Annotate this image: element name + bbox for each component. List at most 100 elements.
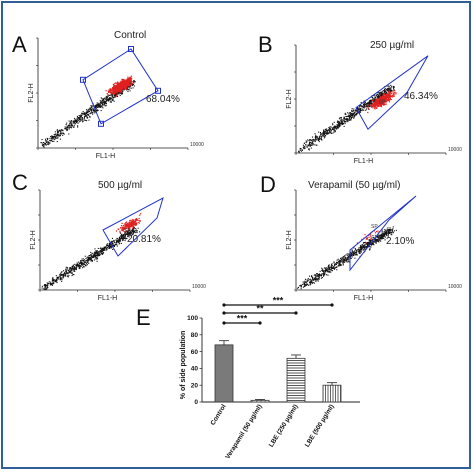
event-dot <box>118 238 120 240</box>
event-dot <box>101 100 103 102</box>
event-dot <box>77 264 79 266</box>
event-dot <box>81 260 83 262</box>
event-dot <box>44 284 46 286</box>
event-dot <box>389 88 391 90</box>
event-dot <box>71 269 73 271</box>
event-dot <box>127 233 129 235</box>
event-dot <box>89 116 91 118</box>
event-dot <box>344 117 346 119</box>
event-dot <box>308 140 310 142</box>
event-dot <box>331 265 333 267</box>
event-dot <box>105 247 107 249</box>
event-dot <box>132 230 134 232</box>
gated-event-dot <box>379 94 381 97</box>
event-dot <box>123 89 125 91</box>
event-dot <box>312 279 314 281</box>
event-dot <box>342 119 344 121</box>
event-dot <box>308 143 310 145</box>
event-dot <box>71 124 73 126</box>
event-dot <box>52 277 54 279</box>
event-dot <box>360 107 362 109</box>
gated-event-dot <box>115 88 117 90</box>
event-dot <box>367 245 369 247</box>
event-dot <box>300 286 302 288</box>
event-dot <box>101 101 103 103</box>
event-dot <box>360 111 362 113</box>
event-dot <box>336 266 338 268</box>
event-dot <box>101 251 103 253</box>
gated-event-dot <box>121 225 123 227</box>
event-dot <box>55 137 57 139</box>
gate-label: SP <box>371 224 378 230</box>
gated-event-dot <box>130 81 132 83</box>
event-dot <box>338 261 340 263</box>
gated-event-dot <box>380 98 382 100</box>
event-dot <box>109 244 111 246</box>
event-dot <box>105 96 107 98</box>
event-dot <box>96 260 98 262</box>
gated-event-dot <box>124 222 126 225</box>
event-dot <box>299 149 301 151</box>
event-dot <box>328 271 330 273</box>
event-dot <box>329 129 331 131</box>
event-dot <box>74 268 76 270</box>
event-dot <box>76 119 78 121</box>
event-dot <box>103 98 105 100</box>
event-dot <box>381 93 383 95</box>
gated-event-dot <box>131 78 133 80</box>
event-dot <box>127 234 129 236</box>
event-dot <box>117 241 119 243</box>
event-dot <box>45 286 47 288</box>
event-dot <box>351 117 353 119</box>
event-dot <box>303 142 305 144</box>
event-dot <box>329 130 331 132</box>
event-dot <box>377 96 379 98</box>
gated-event-dot <box>109 88 111 90</box>
event-dot <box>348 255 350 257</box>
event-dot <box>57 136 59 138</box>
event-dot <box>344 123 346 125</box>
gated-event-dot <box>127 85 129 87</box>
event-dot <box>362 247 364 249</box>
gated-event-dot <box>134 219 136 221</box>
event-dot <box>370 242 372 244</box>
event-dot <box>47 143 49 145</box>
event-dot <box>327 265 329 267</box>
event-dot <box>73 126 75 128</box>
event-dot <box>357 107 359 109</box>
event-dot <box>305 140 307 142</box>
event-dot <box>74 270 76 272</box>
event-dot <box>108 247 110 249</box>
event-dot <box>81 118 83 120</box>
event-dot <box>50 140 52 142</box>
event-dot <box>304 146 306 148</box>
event-dot <box>73 268 75 270</box>
event-dot <box>104 105 106 107</box>
event-dot <box>315 134 317 136</box>
event-dot <box>130 235 132 237</box>
event-dot <box>363 248 365 250</box>
event-dot <box>375 94 377 96</box>
gated-event-dot <box>384 99 387 101</box>
event-dot <box>74 263 76 265</box>
event-dot <box>128 86 130 88</box>
event-dot <box>298 151 300 153</box>
event-dot <box>52 283 54 285</box>
event-dot <box>82 111 84 113</box>
gated-event-dot <box>113 86 116 88</box>
event-dot <box>352 251 354 253</box>
event-dot <box>96 105 98 107</box>
event-dot <box>103 247 105 249</box>
event-dot <box>84 259 86 261</box>
event-dot <box>331 264 333 266</box>
event-dot <box>74 121 76 123</box>
event-dot <box>347 121 349 123</box>
event-dot <box>336 125 338 127</box>
event-dot <box>59 138 61 140</box>
gated-event-dot <box>384 104 386 106</box>
event-dot <box>60 271 62 273</box>
event-dot <box>355 254 357 256</box>
event-dot <box>335 266 337 268</box>
event-dot <box>320 275 322 277</box>
event-dot <box>359 111 361 113</box>
